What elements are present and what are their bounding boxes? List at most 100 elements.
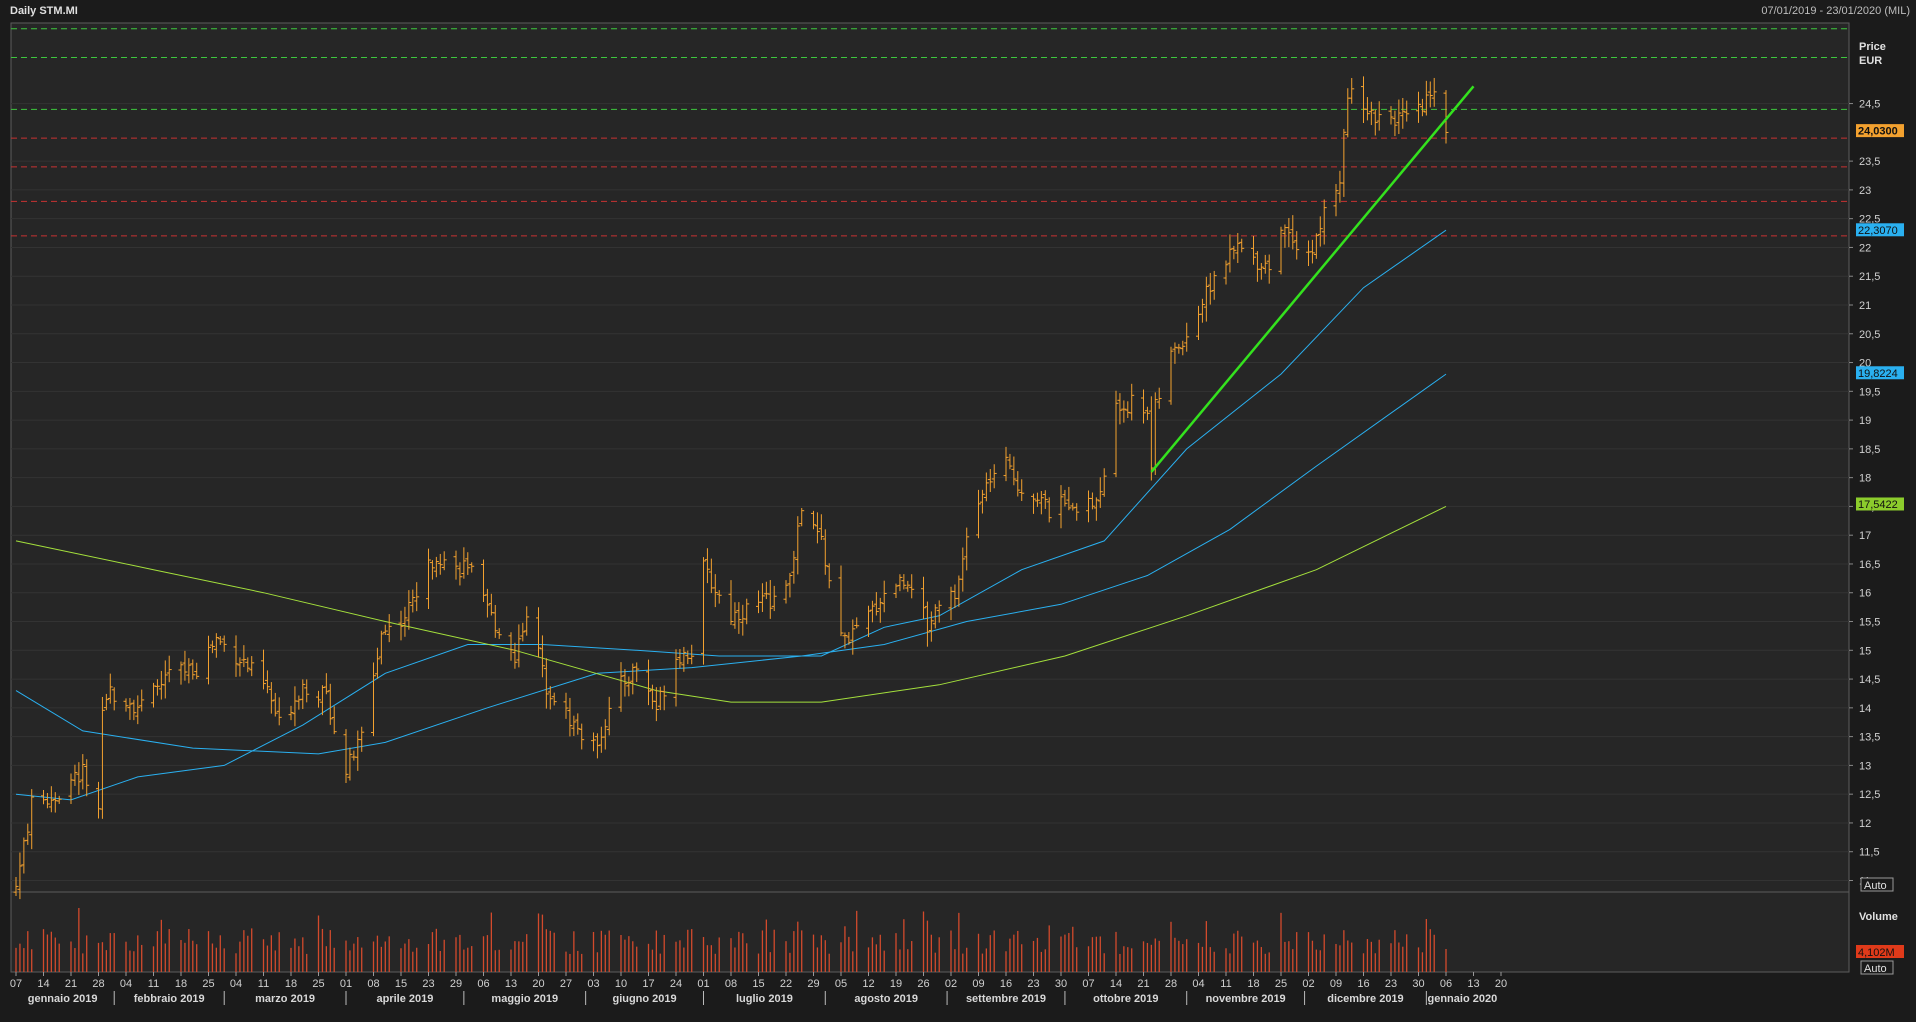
x-month-label: luglio 2019 [736, 993, 793, 1005]
x-day-label: 16 [1357, 978, 1369, 990]
ma-short-value: 22,3070 [1858, 225, 1898, 237]
volume-auto-label: Auto [1864, 963, 1887, 975]
y-tick-label: 19,5 [1859, 386, 1880, 398]
x-day-label: 11 [258, 978, 269, 990]
x-day-label: 18 [285, 978, 297, 990]
x-day-label: 25 [1275, 978, 1287, 990]
x-month-label: giugno 2019 [612, 993, 676, 1005]
x-month-label: maggio 2019 [491, 993, 558, 1005]
y-tick-label: 15 [1859, 645, 1871, 657]
moving-average-line [15, 505, 1447, 703]
x-day-label: 04 [230, 978, 242, 990]
ma-mid-tag: 19,8224 [1856, 366, 1904, 380]
x-day-label: 23 [1027, 978, 1039, 990]
price-axis[interactable]: 1111,51212,51313,51414,51515,51616,51717… [1849, 99, 1880, 888]
chart-title: Daily STM.MI [10, 5, 78, 17]
volume-auto-button[interactable]: Auto [1860, 960, 1894, 975]
y-tick-label: 14,5 [1859, 674, 1880, 686]
volume-panel[interactable] [10, 891, 1850, 973]
x-day-label: 20 [532, 978, 544, 990]
x-day-label: 11 [1220, 978, 1231, 990]
y-tick-label: 21,5 [1859, 271, 1880, 283]
y-tick-label: 23 [1859, 185, 1871, 197]
x-day-label: 26 [917, 978, 929, 990]
x-day-label: 09 [972, 978, 984, 990]
x-month-label: ottobre 2019 [1093, 993, 1158, 1005]
y-tick-label: 21 [1859, 300, 1871, 312]
volume-bars [15, 907, 1447, 972]
x-day-label: 23 [422, 978, 434, 990]
x-day-label: 27 [560, 978, 572, 990]
y-tick-label: 11,5 [1859, 847, 1880, 859]
x-day-label: 18 [175, 978, 187, 990]
x-month-label: gennaio 2020 [1428, 993, 1498, 1005]
y-tick-label: 13,5 [1859, 732, 1880, 744]
y-tick-label: 18,5 [1859, 444, 1880, 456]
y-tick-label: 13 [1859, 760, 1871, 772]
trendline [1150, 85, 1475, 473]
y-tick-label: 14 [1859, 703, 1871, 715]
y-tick-label: 22 [1859, 242, 1871, 254]
x-month-label: agosto 2019 [854, 993, 918, 1005]
gridlines [11, 103, 1849, 881]
currency-label: EUR [1859, 55, 1882, 67]
ohlc-bars [13, 76, 1449, 900]
x-day-label: 02 [945, 978, 957, 990]
x-day-label: 16 [1000, 978, 1012, 990]
last-price-value: 24,0300 [1858, 126, 1898, 138]
price-auto-button[interactable]: Auto [1860, 877, 1894, 892]
x-day-label: 24 [670, 978, 682, 990]
y-tick-label: 16,5 [1859, 559, 1880, 571]
y-tick-label: 20,5 [1859, 329, 1880, 341]
x-day-label: 07 [10, 978, 22, 990]
moving-average-line [15, 373, 1447, 755]
x-day-label: 06 [1440, 978, 1452, 990]
x-day-label: 12 [862, 978, 874, 990]
y-tick-label: 19 [1859, 415, 1871, 427]
moving-averages [15, 229, 1447, 801]
x-day-label: 01 [697, 978, 709, 990]
x-day-label: 29 [807, 978, 819, 990]
x-month-label: aprile 2019 [376, 993, 433, 1005]
price-auto-label: Auto [1864, 880, 1887, 892]
y-tick-label: 12,5 [1859, 789, 1880, 801]
x-day-label: 11 [148, 978, 159, 990]
y-tick-label: 15,5 [1859, 617, 1880, 629]
x-day-label: 06 [477, 978, 489, 990]
x-day-label: 05 [835, 978, 847, 990]
volume-value: 4,102M [1858, 947, 1895, 959]
y-tick-label: 18 [1859, 473, 1871, 485]
x-day-label: 07 [1082, 978, 1094, 990]
y-tick-label: 22,5 [1859, 214, 1880, 226]
x-day-label: 01 [340, 978, 352, 990]
x-day-label: 09 [1330, 978, 1342, 990]
volume-tag: 4,102M [1856, 945, 1904, 959]
x-day-label: 08 [725, 978, 737, 990]
price-panel[interactable] [10, 22, 1850, 893]
x-day-label: 13 [505, 978, 517, 990]
x-day-label: 30 [1412, 978, 1424, 990]
x-day-label: 28 [1165, 978, 1177, 990]
x-day-label: 21 [65, 978, 77, 990]
x-day-label: 28 [92, 978, 104, 990]
x-day-label: 25 [312, 978, 324, 990]
x-day-label: 08 [367, 978, 379, 990]
horizontal-levels [11, 28, 1849, 237]
x-day-label: 14 [1110, 978, 1122, 990]
trendline-group[interactable] [1150, 85, 1475, 473]
date-axis[interactable]: 07 14 21 28 04 11 18 25 04 11 18 25 01 08 15 23 29 06 13 20… [10, 972, 1507, 1005]
x-day-label: 10 [615, 978, 627, 990]
price-label: Price [1859, 41, 1886, 53]
x-day-label: 04 [1192, 978, 1204, 990]
x-day-label: 19 [890, 978, 902, 990]
x-month-label: settembre 2019 [966, 993, 1046, 1005]
x-month-label: novembre 2019 [1206, 993, 1286, 1005]
last-price-tag: 24,0300 [1856, 124, 1904, 138]
y-tick-label: 12 [1859, 818, 1871, 830]
x-day-label: 03 [587, 978, 599, 990]
x-day-label: 18 [1247, 978, 1259, 990]
x-day-label: 29 [450, 978, 462, 990]
x-month-label: marzo 2019 [255, 993, 315, 1005]
ma-long-tag: 17,5422 [1856, 497, 1904, 511]
